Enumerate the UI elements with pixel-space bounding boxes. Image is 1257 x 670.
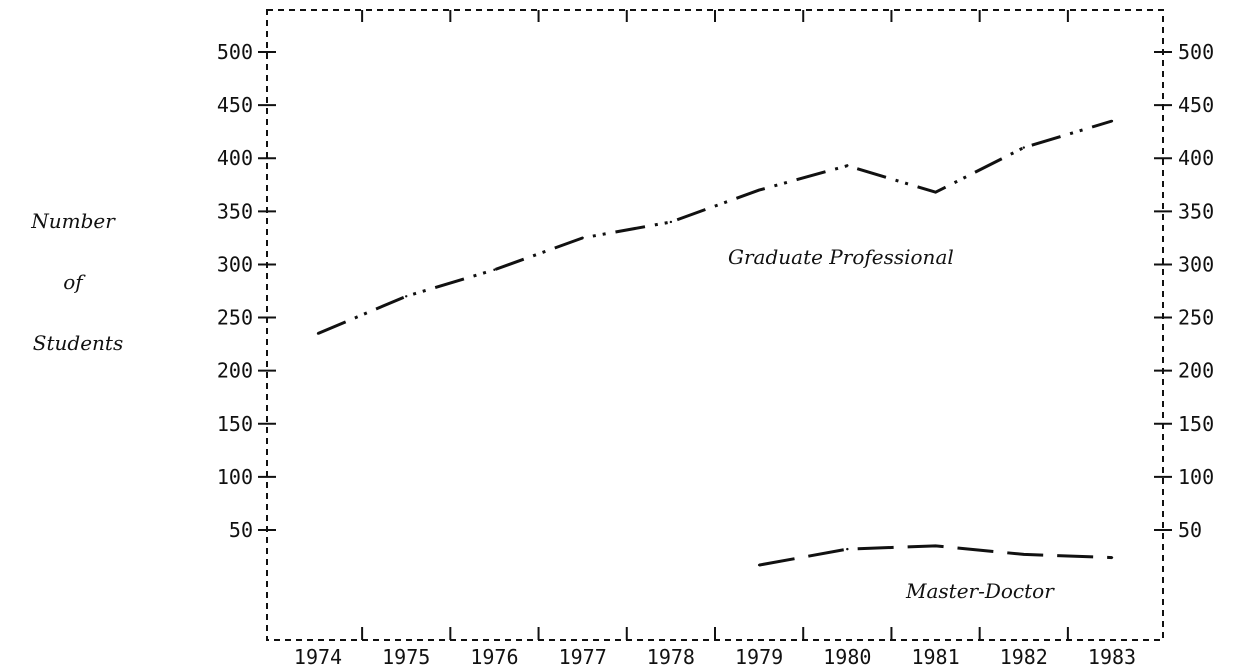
- data-point: [581, 236, 584, 240]
- data-point: [405, 295, 408, 298]
- x-tick-label: 1979: [735, 645, 783, 669]
- data-point: [1022, 146, 1025, 149]
- data-point: [934, 191, 937, 194]
- data-point: [846, 164, 849, 167]
- x-tick-label: 1980: [823, 645, 871, 669]
- series-line-2: [758, 544, 1113, 567]
- y-tick-label-right: 250: [1178, 306, 1214, 330]
- y-tick-label: 450: [217, 93, 253, 117]
- data-point: [316, 332, 320, 335]
- y-tick-label: 200: [217, 359, 253, 383]
- data-point: [1110, 119, 1114, 123]
- data-point: [669, 220, 673, 224]
- x-tick-label: 1982: [1000, 645, 1048, 669]
- x-axis: 1974 1975 1976 1977 1978 1979 1980 1981 1982 1983: [294, 10, 1136, 669]
- x-tick-label: 1983: [1088, 645, 1136, 669]
- y-tick-label: 300: [217, 252, 253, 276]
- y-tick-label-right: 500: [1178, 40, 1214, 64]
- x-tick-label: 1974: [294, 645, 342, 669]
- plot-border: [266, 9, 1164, 641]
- series-labels: Graduate Professional Master-Doctor: [728, 245, 1055, 603]
- y-axis-left: 50 100 150 200 250 300 350 400 450 500: [217, 40, 276, 542]
- data-point: [846, 547, 849, 551]
- chart-frame: [266, 9, 1164, 641]
- y-axis-label-line: of: [63, 270, 86, 294]
- series-lines: [316, 119, 1114, 567]
- y-tick-label: 150: [217, 412, 253, 436]
- y-tick-label: 350: [217, 199, 253, 223]
- y-tick-label: 250: [217, 306, 253, 330]
- y-tick-label: 500: [217, 40, 253, 64]
- y-tick-label-right: 450: [1178, 93, 1214, 117]
- y-tick-label: 50: [229, 518, 253, 542]
- data-point: [1022, 553, 1025, 556]
- y-tick-label-right: 50: [1178, 518, 1202, 542]
- y-tick-label-right: 300: [1178, 252, 1214, 276]
- y-tick-label: 400: [217, 146, 253, 170]
- x-tick-label: 1978: [647, 645, 695, 669]
- series-line-1: [317, 119, 1113, 335]
- data-point: [493, 268, 496, 271]
- y-tick-label-right: 350: [1178, 199, 1214, 223]
- y-tick-label: 100: [217, 465, 253, 489]
- series-label: Master-Doctor: [905, 579, 1055, 603]
- x-tick-label: 1981: [911, 645, 959, 669]
- data-point: [757, 563, 761, 567]
- y-tick-label-right: 400: [1178, 146, 1214, 170]
- x-tick-label: 1975: [382, 645, 430, 669]
- y-axis-right: 50 100 150 200 250 300 350 400 450 500: [1154, 40, 1214, 542]
- y-axis-label-line: Number: [30, 209, 116, 233]
- series-label: Graduate Professional: [728, 245, 954, 269]
- data-point: [934, 544, 937, 548]
- data-point: [757, 188, 761, 192]
- x-tick-label: 1976: [470, 645, 518, 669]
- y-axis-label-line: Students: [33, 331, 123, 355]
- data-point: [1110, 556, 1114, 559]
- y-tick-label-right: 150: [1178, 412, 1214, 436]
- x-tick-label: 1977: [559, 645, 607, 669]
- y-axis-label: Number of Students: [30, 209, 123, 355]
- y-tick-label-right: 100: [1178, 465, 1214, 489]
- y-tick-label-right: 200: [1178, 359, 1214, 383]
